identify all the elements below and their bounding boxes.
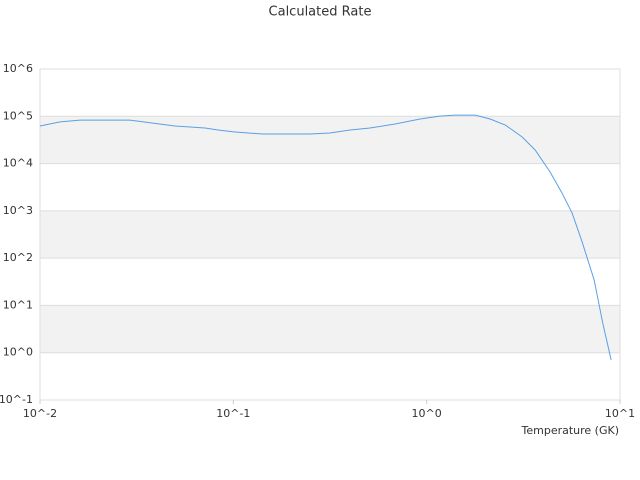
data-line bbox=[39, 114, 612, 361]
y-tick-label: 10^5 bbox=[3, 109, 33, 122]
y-tick-label: 10^1 bbox=[3, 298, 33, 311]
x-tick-label: 10^-2 bbox=[23, 407, 57, 420]
y-tick-label: 10^3 bbox=[3, 204, 33, 217]
x-tick-label: 10^0 bbox=[412, 407, 442, 420]
x-axis-label: Temperature (GK) bbox=[521, 424, 620, 437]
x-tick-label: 10^-1 bbox=[216, 407, 250, 420]
chart-title: Calculated Rate bbox=[269, 5, 372, 20]
y-tick-label: 10^6 bbox=[3, 62, 33, 75]
y-tick-label: 10^-1 bbox=[0, 393, 33, 406]
grid-band bbox=[40, 305, 620, 353]
y-tick-label: 10^0 bbox=[3, 346, 33, 359]
grid-band bbox=[40, 210, 620, 259]
y-tick-label: 10^4 bbox=[3, 157, 33, 170]
grid-band bbox=[40, 116, 620, 164]
y-tick-label: 10^2 bbox=[3, 251, 33, 264]
x-tick-label: 10^1 bbox=[605, 407, 635, 420]
